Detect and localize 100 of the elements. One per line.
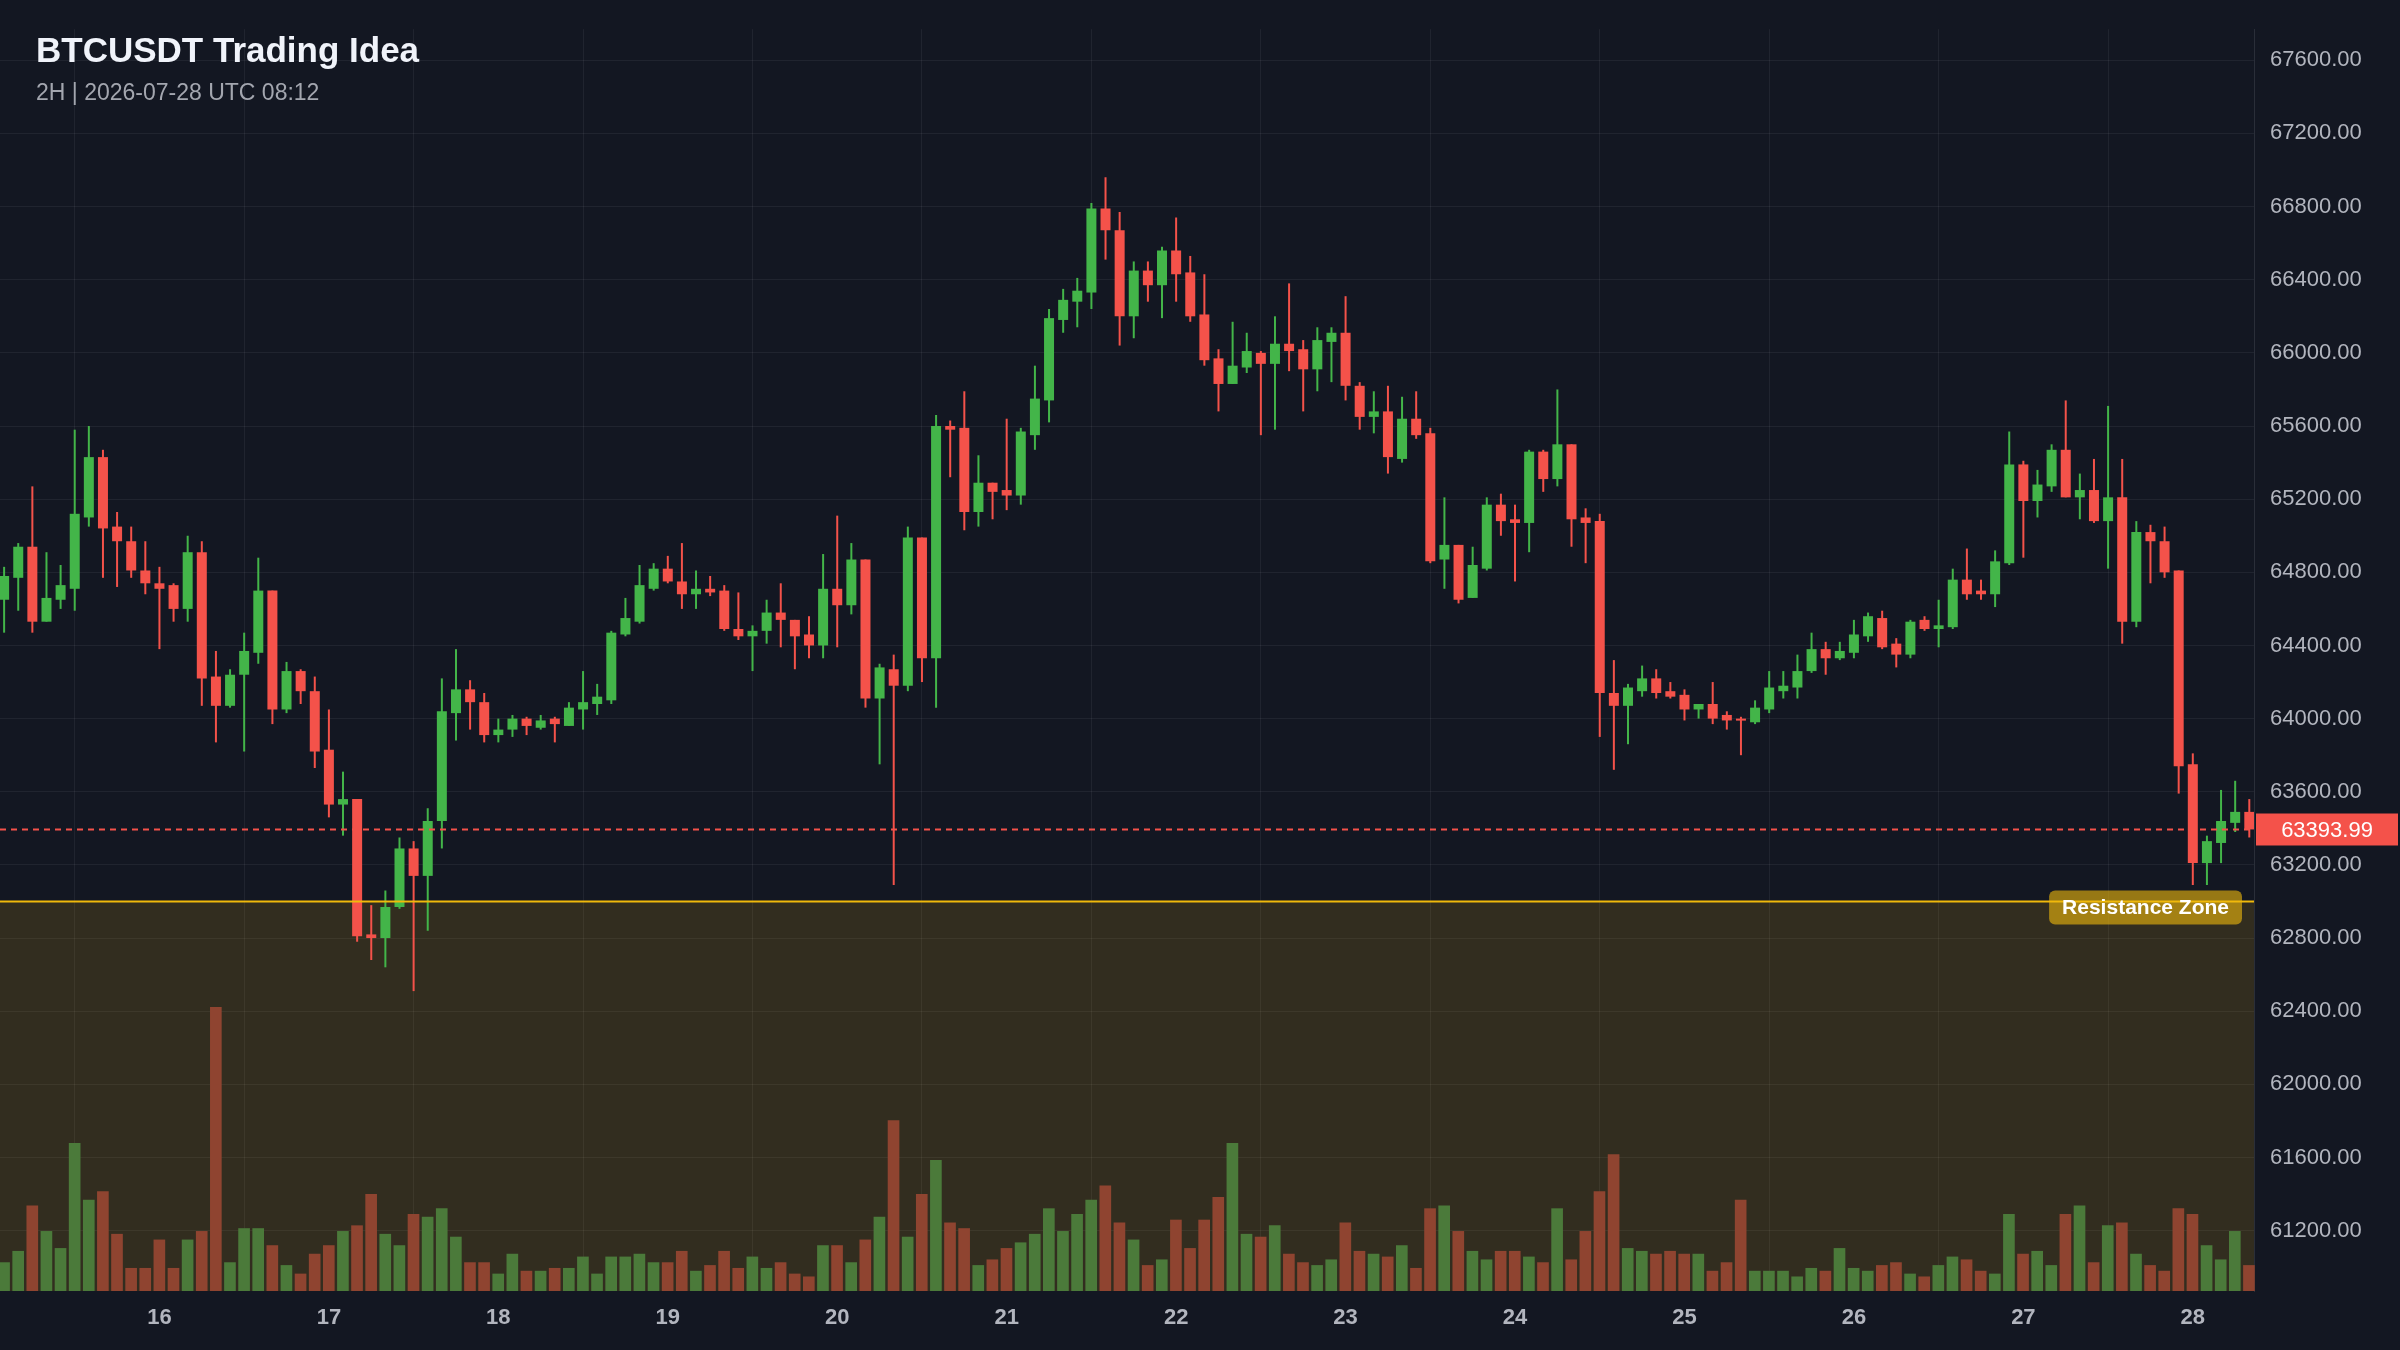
bar [12, 1250, 25, 1291]
bar [1509, 1250, 1521, 1291]
bar [1523, 1256, 1535, 1291]
candlestick [578, 670, 589, 731]
candlestick [1439, 496, 1450, 590]
candlestick [0, 565, 10, 634]
bar [1974, 1270, 1987, 1291]
bar [1297, 1262, 1309, 1291]
y-tick-label: 66400.00 [2270, 265, 2362, 291]
candlestick [676, 542, 687, 610]
bar [2073, 1205, 2086, 1291]
bar [2017, 1253, 2029, 1291]
candlestick [2074, 472, 2085, 521]
bar [774, 1262, 787, 1291]
bar [1141, 1265, 1154, 1291]
candlestick [2103, 404, 2114, 570]
bar [1410, 1267, 1422, 1291]
bar [704, 1265, 716, 1291]
y-tick-label: 62000.00 [2270, 1070, 2362, 1096]
bar [873, 1216, 886, 1291]
candlestick [1072, 276, 1083, 329]
x-tick-label: 18 [486, 1304, 511, 1330]
candlestick [112, 510, 123, 588]
candlestick [507, 713, 518, 738]
bar [1184, 1248, 1196, 1291]
bar [181, 1239, 194, 1291]
bar [1156, 1259, 1168, 1291]
x-tick-label: 21 [994, 1304, 1019, 1330]
x-tick-label: 19 [655, 1304, 681, 1330]
x-tick-label: 22 [1163, 1304, 1189, 1330]
x-tick-label: 28 [2180, 1304, 2206, 1330]
bar [26, 1205, 39, 1291]
bar [435, 1208, 448, 1291]
bar [1819, 1270, 1832, 1291]
candlestick [521, 715, 532, 737]
bar [1607, 1154, 1620, 1291]
bar [2003, 1213, 2015, 1291]
candlestick [1142, 260, 1153, 303]
candlestick [1778, 670, 1789, 700]
candlestick [987, 481, 998, 521]
y-tick-label: 61200.00 [2270, 1216, 2362, 1242]
bar [1283, 1253, 1295, 1291]
candlestick [620, 596, 631, 638]
bar [1085, 1199, 1098, 1291]
bar [337, 1231, 349, 1291]
bar [308, 1253, 321, 1291]
bar [520, 1270, 533, 1291]
bar [1946, 1256, 1959, 1291]
candlestick [1622, 682, 1633, 746]
candlestick [1792, 653, 1803, 700]
x-tick-label: 24 [1502, 1304, 1529, 1330]
bar [1212, 1196, 1225, 1291]
bar [1593, 1191, 1606, 1291]
candlestick [2201, 834, 2212, 887]
candlestick [1608, 659, 1619, 771]
y-tick-label: 64800.00 [2270, 558, 2362, 584]
candlestick [1058, 287, 1069, 334]
bar [1791, 1276, 1804, 1291]
bar [901, 1236, 914, 1291]
candlestick [1933, 598, 1944, 649]
bar [1636, 1250, 1648, 1291]
bar [54, 1248, 67, 1291]
bar [1692, 1253, 1705, 1291]
bar [450, 1236, 462, 1291]
candlestick [366, 904, 377, 962]
y-tick-label: 67600.00 [2270, 46, 2362, 72]
bar [1071, 1213, 1083, 1291]
candlestick [1891, 637, 1902, 669]
bar [125, 1267, 138, 1291]
bar [2186, 1213, 2199, 1291]
candlestick [1284, 282, 1295, 373]
x-tick-label: 26 [1841, 1304, 1867, 1330]
bar [365, 1194, 378, 1291]
y-tick-label: 63200.00 [2270, 850, 2362, 876]
bar [1452, 1231, 1465, 1291]
bar [1650, 1253, 1662, 1291]
candlestick [648, 562, 659, 592]
candlestick [1227, 320, 1238, 385]
candlestick [2230, 779, 2241, 833]
y-tick-label: 64400.00 [2270, 631, 2362, 657]
y-tick-label: 62800.00 [2270, 924, 2362, 950]
bar [2059, 1213, 2072, 1291]
bar [1833, 1248, 1846, 1291]
candlestick [2032, 468, 2043, 519]
bar [68, 1142, 81, 1291]
bar [972, 1265, 985, 1291]
bar [407, 1213, 420, 1291]
bar [478, 1262, 490, 1291]
bar [224, 1262, 236, 1291]
bar [379, 1233, 392, 1291]
candlestick [239, 631, 250, 753]
candlestick [154, 565, 165, 651]
x-tick-label: 20 [824, 1304, 850, 1330]
candlestick [1411, 390, 1422, 440]
bar [1847, 1267, 1860, 1291]
bar [492, 1273, 505, 1291]
candlestick [1806, 631, 1817, 674]
bar [647, 1262, 660, 1291]
bar [1396, 1245, 1408, 1291]
bar [675, 1250, 688, 1291]
